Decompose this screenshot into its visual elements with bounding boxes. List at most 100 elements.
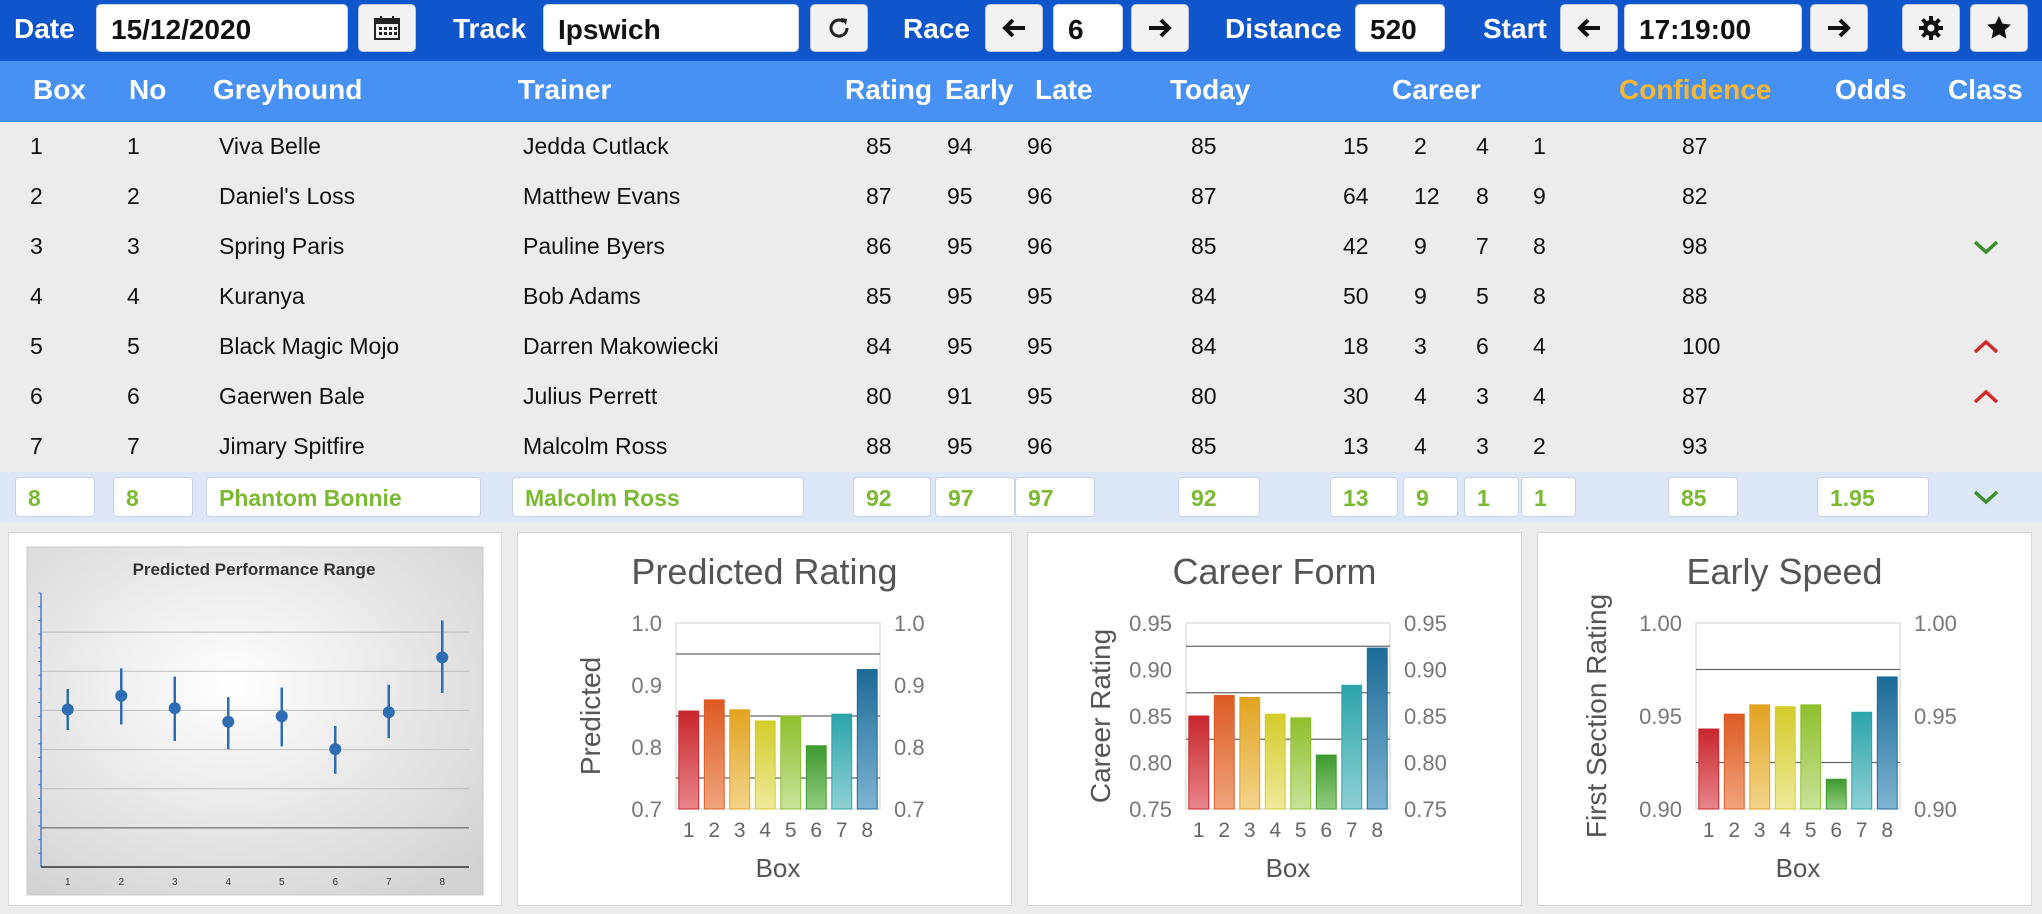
cell-c4: 8 [1533, 283, 1546, 309]
col-today[interactable]: Today [1170, 74, 1251, 105]
cell-early: 95 [947, 183, 973, 209]
x-axis-label: Box [1266, 853, 1311, 883]
x-tick-label: 5 [279, 877, 285, 888]
selected-cell-odds[interactable]: 1.95 [1817, 477, 1929, 517]
selected-cell-no[interactable]: 8 [113, 477, 193, 517]
table-row[interactable]: 1 1 Viva Belle Jedda Cutlack 85 94 96 85 15 2 4 1 87 [0, 122, 2042, 172]
col-greyhound[interactable]: Greyhound [213, 74, 363, 105]
cell-rating: 87 [866, 183, 892, 209]
col-class[interactable]: Class [1948, 74, 2023, 105]
x-tick-label: 3 [734, 819, 746, 842]
x-tick-label: 1 [683, 819, 695, 842]
table-row[interactable]: 5 5 Black Magic Mojo Darren Makowiecki 84 95 9… [0, 322, 2042, 372]
col-no[interactable]: No [129, 74, 167, 105]
runners-table: 1 1 Viva Belle Jedda Cutlack 85 94 96 85 15 2 4 1 87… [0, 122, 2042, 522]
selected-cell-early[interactable]: 97 [935, 477, 1015, 517]
col-early[interactable]: Early [945, 74, 1014, 105]
star-icon [1987, 16, 2011, 39]
col-confidence[interactable]: Confidence [1619, 74, 1772, 105]
cell-trainer: Julius Perrett [523, 383, 658, 409]
cell-no: 6 [127, 383, 140, 409]
x-tick-label: 7 [386, 877, 392, 888]
x-tick-label: 2 [708, 819, 720, 842]
start-label: Start [1483, 13, 1547, 44]
cell-trainer: Matthew Evans [523, 183, 681, 209]
selected-cell-today[interactable]: 92 [1178, 477, 1260, 517]
race-next-button[interactable] [1131, 4, 1189, 52]
start-time-input[interactable]: 17:19:00 [1624, 4, 1802, 52]
track-input[interactable]: Ipswich [543, 4, 799, 52]
x-tick-label: 3 [1244, 819, 1256, 842]
selected-cell-confidence[interactable]: 85 [1668, 477, 1738, 517]
cell-confidence: 88 [1682, 283, 1708, 309]
refresh-button[interactable] [810, 4, 868, 52]
selected-cell-greyhound[interactable]: Phantom Bonnie [206, 477, 481, 517]
y-tick-label-right: 0.90 [1914, 797, 1957, 822]
cell-c3: 7 [1476, 233, 1489, 259]
table-row-selected[interactable]: 8 8 Phantom Bonnie Malcolm Ross 92 97 97 92 13 9 1… [0, 472, 2042, 522]
cell-no: 4 [127, 283, 140, 309]
y-tick-label-left: 0.95 [1639, 704, 1682, 729]
data-point [115, 689, 128, 702]
y-tick-label-right: 1.00 [1914, 611, 1957, 636]
table-row[interactable]: 6 6 Gaerwen Bale Julius Perrett 80 91 95 80 30 4 3… [0, 372, 2042, 422]
cell-late: 96 [1027, 433, 1053, 459]
x-tick-label: 7 [836, 819, 848, 842]
date-label: Date [14, 13, 75, 44]
selected-cell-c1[interactable]: 13 [1330, 477, 1398, 517]
table-row[interactable]: 4 4 Kuranya Bob Adams 85 95 95 84 50 9 5 8 88 [0, 272, 2042, 322]
cell-early: 95 [947, 333, 973, 359]
cell-c3: 6 [1476, 333, 1489, 359]
y-tick-label-left: 0.9 [631, 673, 662, 698]
col-rating[interactable]: Rating [845, 74, 933, 105]
bar [1315, 754, 1337, 810]
x-tick-label: 3 [172, 877, 178, 888]
y-tick-label-left: 0.95 [1129, 611, 1172, 636]
table-row[interactable]: 2 2 Daniel's Loss Matthew Evans 87 95 96 87 64 12… [0, 172, 2042, 222]
arrow-left-icon [1002, 18, 1025, 38]
favorite-button[interactable] [1970, 4, 2028, 52]
x-tick-label: 5 [1295, 819, 1307, 842]
selected-cell-c3[interactable]: 1 [1464, 477, 1519, 517]
cell-early: 94 [947, 133, 973, 159]
cell-box: 6 [30, 383, 43, 409]
y-tick-label-right: 0.7 [894, 797, 925, 822]
cell-greyhound: Daniel's Loss [219, 183, 356, 209]
x-tick-label: 4 [759, 819, 771, 842]
race-input[interactable]: 6 [1053, 4, 1123, 52]
date-input[interactable]: 15/12/2020 [96, 4, 348, 52]
y-tick-label-right: 0.9 [894, 673, 925, 698]
settings-button[interactable] [1902, 4, 1960, 52]
col-late[interactable]: Late [1035, 74, 1093, 105]
col-career[interactable]: Career [1392, 74, 1481, 105]
selected-cell-trainer[interactable]: Malcolm Ross [512, 477, 804, 517]
selected-cell-c4[interactable]: 1 [1521, 477, 1576, 517]
distance-input[interactable]: 520 [1355, 4, 1445, 52]
start-next-button[interactable] [1810, 4, 1868, 52]
table-row[interactable]: 7 7 Jimary Spitfire Malcolm Ross 88 95 96 85 13 4… [0, 422, 2042, 472]
selected-cell-late[interactable]: 97 [1015, 477, 1095, 517]
col-box[interactable]: Box [33, 74, 86, 105]
col-odds[interactable]: Odds [1835, 74, 1907, 105]
bar [780, 715, 802, 810]
track-label: Track [453, 13, 527, 44]
col-trainer[interactable]: Trainer [518, 74, 612, 105]
cell-early: 91 [947, 383, 973, 409]
cell-no: 2 [127, 183, 140, 209]
selected-cell-box[interactable]: 8 [15, 477, 95, 517]
x-axis-label: Box [756, 853, 801, 883]
selected-cell-c2[interactable]: 9 [1403, 477, 1458, 517]
distance-label: Distance [1225, 13, 1342, 44]
table-row[interactable]: 3 3 Spring Paris Pauline Byers 86 95 96 85 42 9 7 8… [0, 222, 2042, 272]
race-prev-button[interactable] [985, 4, 1043, 52]
cell-greyhound: Black Magic Mojo [219, 333, 400, 359]
y-tick-label-left: 0.85 [1129, 704, 1172, 729]
selected-cell-rating[interactable]: 92 [853, 477, 931, 517]
cell-today: 80 [1191, 383, 1217, 409]
calendar-button[interactable] [358, 4, 416, 52]
x-tick-label: 8 [861, 819, 873, 842]
cell-today: 87 [1191, 183, 1217, 209]
y-tick-label-left: 1.0 [631, 611, 662, 636]
x-tick-label: 1 [1703, 819, 1715, 842]
start-prev-button[interactable] [1560, 4, 1618, 52]
